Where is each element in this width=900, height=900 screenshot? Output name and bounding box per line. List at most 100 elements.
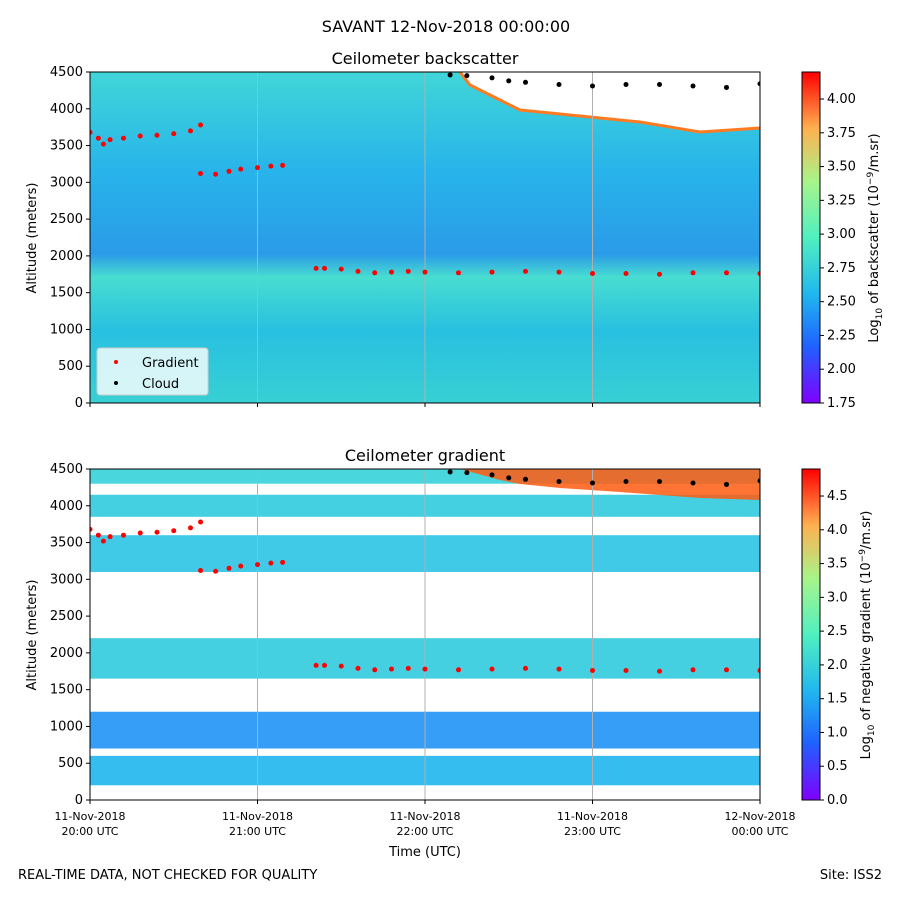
cloud-point [724,84,729,90]
gradient-point [355,268,361,274]
x-tick-label-time: 21:00 UTC [229,825,286,838]
gradient-point [268,560,274,566]
gradient-point [489,666,495,672]
cloud-point [690,480,696,486]
colorbar-tick-label: 2.5 [827,624,848,639]
gradient-point [121,532,126,538]
cbar1-mid: of backscatter (10 [867,185,882,308]
cloud-point [506,78,512,84]
gradient-point [213,171,219,177]
colorbar-tick-label: 3.50 [827,160,856,175]
figure-suptitle: SAVANT 12-Nov-2018 00:00:00 [322,17,570,36]
legend-frame [96,347,209,396]
gradient-point [355,665,361,671]
gradient-point [137,530,143,536]
y-tick-label: 500 [58,359,83,374]
gradient-point [90,129,93,135]
legend-gradient-label: Gradient [142,356,199,371]
gradient-point [171,528,177,534]
legend-cloud-marker [114,381,118,385]
cloud-point [489,472,495,478]
gradient-point [556,666,562,672]
gradient-point [280,559,286,565]
gradient-point [107,534,113,540]
x-tick-label-date: 11-Nov-2018 [54,810,125,823]
cbar2-prefix: Log [859,736,874,759]
gradient-point [188,525,193,531]
gradient-point [107,137,113,143]
x-tick-label-time: 22:00 UTC [396,825,453,838]
cloud-point [489,75,495,81]
gradient-point [238,563,244,569]
gradient-point [313,265,319,271]
x-tick-label-time: 20:00 UTC [61,825,118,838]
gradient-point [623,271,629,277]
gradient-point [171,131,177,137]
gradient-title: Ceilometer gradient [345,446,505,465]
gradient-point [255,165,260,171]
x-tick-label-time: 23:00 UTC [564,825,621,838]
gradient-point [724,270,729,276]
backscatter-vertical-gridlines [257,72,593,403]
gradient-point [405,665,411,671]
cloud-point [523,79,528,85]
gradient-point [690,270,696,276]
colorbar-tick-label: 2.75 [827,261,856,276]
gradient-point [405,268,411,274]
gradient-point [198,519,204,525]
cloud-point [464,73,470,79]
y-tick-label: 4500 [50,65,83,80]
gradient-point [657,668,662,674]
x-tick-label-date: 11-Nov-2018 [222,810,293,823]
backscatter-ylabel: Altitude (meters) [25,183,40,294]
y-tick-label: 3500 [50,139,83,154]
x-tick-label-time: 00:00 UTC [731,825,788,838]
cloud-point [657,82,662,88]
gradient-point [322,662,327,668]
y-tick-label: 2000 [50,249,83,264]
gradient-point [523,268,528,274]
gradient-marks [90,469,760,674]
cloud-point [757,478,760,484]
colorbar-tick-label: 4.0 [827,523,848,538]
cloud-point [506,475,512,481]
x-tick-label-date: 11-Nov-2018 [557,810,628,823]
gradient-point [422,269,428,275]
colorbar-tick-label: 1.75 [827,396,856,411]
cloud-point [523,476,528,482]
gradient-point [372,667,378,673]
y-tick-label: 1500 [50,286,83,301]
gradient-point [338,266,344,272]
cbar1-sup: −9 [866,172,876,186]
gradient-cloud-region [460,469,760,500]
backscatter-cloud-edge [458,72,760,134]
y-tick-label: 500 [58,756,83,771]
backscatter-colorbar-label: Log10 of backscatter (10−9/m.sr) [866,133,885,342]
backscatter-colorbar [801,71,821,404]
x-tick-label-date: 11-Nov-2018 [389,810,460,823]
x-tick-label-date: 12-Nov-2018 [724,810,795,823]
gradient-point [556,269,562,275]
y-tick-label: 2500 [50,212,83,227]
gradient-colorbar-label: Log10 of negative gradient (10−9/m.sr) [858,511,877,760]
cbar1-end: /m.sr) [867,133,882,171]
cbar2-end: /m.sr) [859,511,874,549]
y-tick-label: 0 [75,793,83,808]
gradient-point [590,668,595,674]
gradient-point [226,168,232,174]
gradient-point [757,668,760,674]
gradient-point [268,163,274,169]
gradient-point [724,667,729,673]
gradient-x-axis: 11-Nov-2018 20:00 UTC 11-Nov-2018 21:00 UTC… [54,800,796,838]
y-tick-label: 1000 [50,719,83,734]
y-tick-label: 0 [75,396,83,411]
cbar2-sub: 10 [867,724,877,736]
gradient-ylabel: Altitude (meters) [25,580,40,691]
y-tick-label: 2500 [50,609,83,624]
gradient-point [198,568,204,574]
colorbar-tick-label: 1.5 [827,692,848,707]
gradient-point [757,271,760,277]
colorbar-tick-label: 3.25 [827,193,856,208]
gradient-point [523,665,528,671]
backscatter-legend[interactable]: Gradient Cloud [96,347,209,396]
